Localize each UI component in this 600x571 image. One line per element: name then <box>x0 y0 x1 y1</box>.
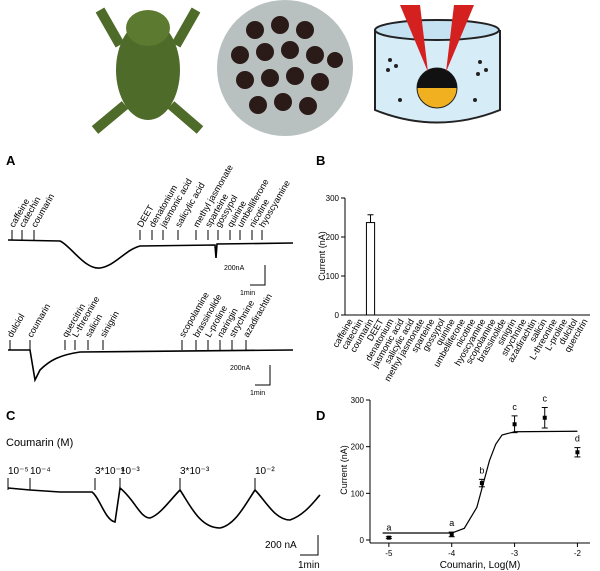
y-tick-label: 200 <box>326 233 340 242</box>
point <box>575 450 580 455</box>
x-tick-label: -4 <box>448 549 456 558</box>
egg-photo <box>217 0 353 136</box>
stimulus-label: dulciol <box>5 312 26 339</box>
concentration-label: 3*10⁻⁴ <box>95 466 125 477</box>
y-tick-label: 300 <box>351 396 365 405</box>
point <box>386 535 391 540</box>
y-tick-label: 100 <box>351 489 365 498</box>
x-tick-label: -3 <box>511 549 519 558</box>
y-tick-label: 100 <box>326 272 340 281</box>
x-tick-label: -5 <box>385 549 393 558</box>
frog-photo <box>91 7 204 134</box>
scale-bar <box>250 265 266 286</box>
scale-time: 1min <box>240 290 255 297</box>
concentration-label: 10⁻² <box>255 466 275 477</box>
y-tick-label: 300 <box>326 194 340 203</box>
x-tick-label: -2 <box>574 549 582 558</box>
concentration-label: 3*10⁻³ <box>180 466 210 477</box>
significance-letter: c <box>512 402 517 412</box>
fit-line <box>382 430 578 534</box>
concentration-label: 10⁻³ <box>120 466 140 477</box>
y-tick-label: 0 <box>335 311 340 320</box>
significance-letter: a <box>449 518 454 528</box>
stimulus-label: coumarin <box>25 302 52 339</box>
scale-current: 200nA <box>224 265 245 272</box>
scale-bar <box>255 365 271 386</box>
y-axis-label: Current (nA) <box>339 445 349 495</box>
point <box>479 481 484 486</box>
concentration-label: 10⁻⁵ <box>8 466 29 477</box>
point <box>449 532 454 537</box>
significance-letter: d <box>575 434 580 444</box>
trace-c <box>7 486 321 529</box>
trace-a-bottom <box>8 349 294 383</box>
scale-time: 1min <box>250 390 265 397</box>
y-tick-label: 200 <box>351 443 365 452</box>
scale-current: 200nA <box>230 365 251 372</box>
stimulus-label: sinigrin <box>98 309 121 339</box>
concentration-label: 10⁻⁴ <box>30 466 51 477</box>
significance-letter: b <box>479 465 484 475</box>
panel-label: A <box>6 153 16 168</box>
point <box>512 422 517 427</box>
oocyte-schematic <box>374 5 501 124</box>
panel-label: B <box>316 153 325 168</box>
y-axis-label: Current (nA) <box>317 231 327 281</box>
panel-label: D <box>316 408 325 423</box>
scale-time: 1min <box>298 560 320 571</box>
trace-a-top <box>7 239 294 269</box>
bar <box>365 222 376 316</box>
panel-label: C <box>6 408 16 423</box>
point <box>542 415 547 420</box>
significance-letter: a <box>386 523 391 533</box>
scale-bar <box>300 535 319 556</box>
y-tick-label: 0 <box>360 536 365 545</box>
c-title: Coumarin (M) <box>6 437 73 449</box>
scale-current: 200 nA <box>265 540 297 551</box>
significance-letter: c <box>542 393 547 403</box>
x-axis-label: Coumarin, Log(M) <box>440 560 521 571</box>
